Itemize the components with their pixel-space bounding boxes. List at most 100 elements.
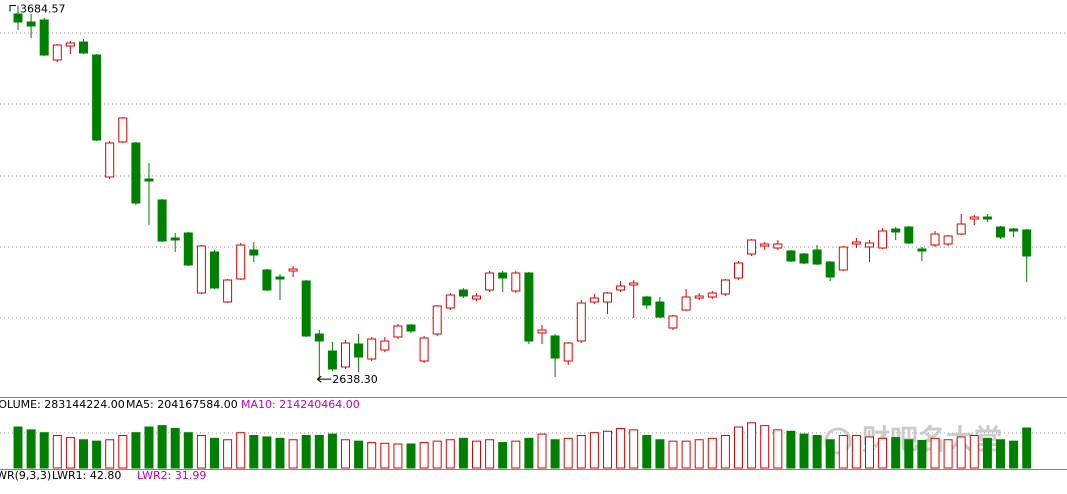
volume-bar [144,426,154,469]
candle-body [878,230,888,249]
volume-bar [170,427,180,469]
candle-body [943,235,953,245]
volume-bar [825,439,835,469]
lwr-legend: LWR2: 31.99 [137,469,206,482]
volume-bar [681,440,691,469]
candle-body [773,243,783,249]
candle-body [367,338,377,360]
volume-bar [865,436,874,469]
volume-bar [616,427,626,469]
candle-body [825,261,835,278]
candle-body [707,292,717,298]
volume-bar [249,435,259,469]
volume-bar [1009,440,1019,469]
volume-bar [118,435,128,469]
candle-body [92,54,102,141]
candle-body [341,342,350,368]
candle-body [354,343,364,358]
volume-bar [511,440,521,469]
volume-bar [996,439,1005,469]
volume-bar [275,437,285,469]
volume-bar [380,442,390,469]
candle-body [589,297,599,303]
volume-bar [131,432,141,469]
candle-body [760,243,770,247]
volume-bar [891,437,901,469]
volume-bar [223,439,233,469]
volume-bar [668,440,678,469]
candle-body [432,305,442,335]
volume-bar [210,437,219,469]
candle-body [39,19,49,56]
volume-bar [432,440,442,469]
candle-body [917,248,927,252]
volume-bar [851,435,861,469]
candle-body [52,44,62,61]
candle-body [629,282,639,286]
candle-body [170,237,180,241]
candle-body [65,42,75,47]
volume-bar [52,435,62,469]
candle-body [891,228,901,233]
candle-body [799,253,809,264]
volume-bar [563,437,573,469]
volume-bar [1022,427,1032,469]
candle-body [603,292,612,303]
volume-bar [786,430,796,469]
candle-body [996,226,1005,238]
candle-body [419,337,429,362]
candle-body [865,242,874,248]
volume-bar [445,439,455,469]
volume-bar [943,439,953,469]
candle-body [655,301,665,318]
volume-bar [327,433,337,469]
candle-body [550,335,560,359]
candle-body [1009,228,1019,232]
volume-bar [642,435,652,469]
volume-bar [498,442,508,469]
candle-body [838,246,848,271]
candle-body [288,268,298,272]
candle-body [118,117,128,143]
volume-bar [26,429,36,469]
volume-bar [39,432,49,469]
candle-body [262,269,272,291]
volume-bar [92,440,102,469]
candle-body [393,325,403,338]
candle-body [956,223,966,235]
volume-bar [629,429,639,469]
candle-body [380,340,390,351]
volume-bar [288,439,298,469]
candle-body [131,142,141,204]
candle-body [26,21,36,27]
candle-body [537,329,547,334]
candle-body [249,249,259,256]
volume-bar [196,435,206,469]
candle-body [157,199,167,242]
volume-bar [157,425,167,469]
volume-bar [930,437,940,469]
candle-body [681,296,691,311]
volume-bar [655,439,665,469]
candle-body [563,342,573,362]
lwr-legend: LWR1: 42.80 [52,469,121,482]
candle-body [144,178,154,182]
volume-legend: MA5: 204167584.00 [126,398,238,411]
volume-bar [799,433,809,469]
candle-body [904,226,914,244]
volume-bar [393,443,403,469]
candle-body [275,276,285,280]
volume-bar [878,437,888,469]
candle-body [786,250,796,262]
candle-body [668,315,678,329]
volume-bar [79,439,88,469]
candle-body [458,289,468,297]
candle-body [223,279,233,303]
min-arrow [317,375,332,383]
volume-bar [550,439,560,469]
candle-body [327,350,337,370]
volume-bar [262,436,272,469]
volume-bar [838,435,848,469]
volume-bar [969,435,979,469]
volume-bar [917,439,927,469]
